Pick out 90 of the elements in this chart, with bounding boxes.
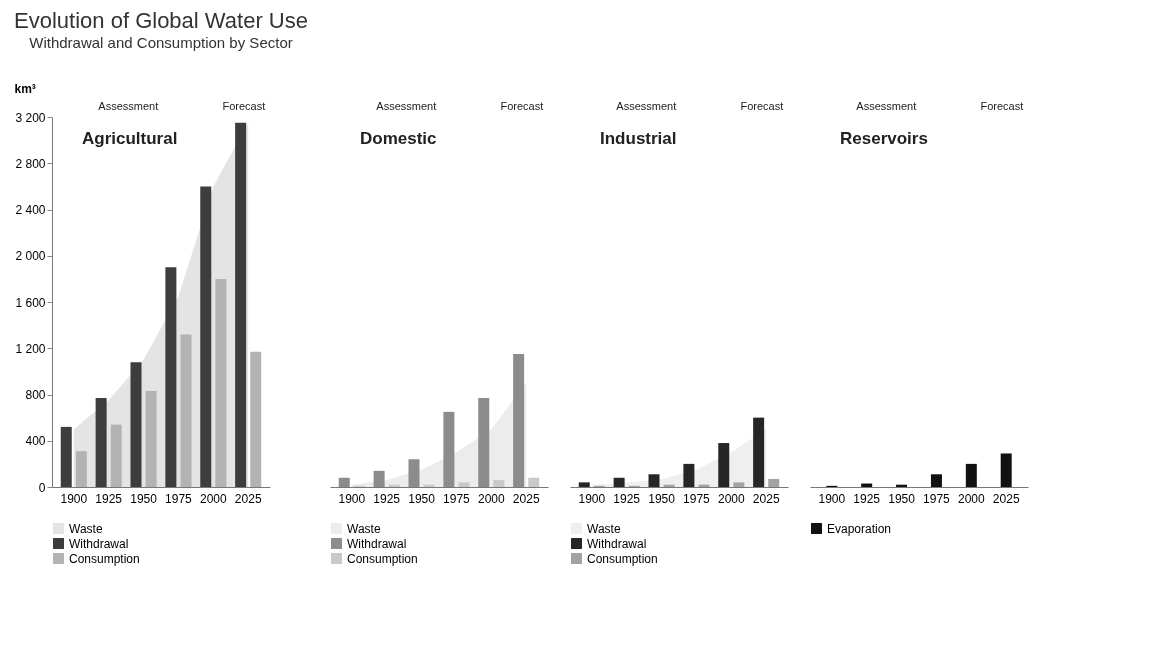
x-tick-label: 2025 <box>992 491 1020 506</box>
x-tick-label: 1925 <box>613 491 641 506</box>
x-tick-label: 1925 <box>853 491 881 506</box>
bar <box>528 477 540 487</box>
y-tick-label: 2 800 <box>15 156 46 171</box>
bar <box>718 443 730 487</box>
bar <box>408 459 420 487</box>
bar <box>753 417 765 487</box>
y-tick-label: 0 <box>38 480 46 495</box>
legend-label: Consumption <box>69 551 140 566</box>
chart-subtitle: Withdrawal and Consumption by Sector <box>29 34 293 51</box>
bar <box>458 482 470 487</box>
legend-label: Evaporation <box>827 521 892 536</box>
x-tick-label: 2000 <box>199 491 227 506</box>
x-tick-label: 1900 <box>578 491 606 506</box>
y-tick-label: 800 <box>25 388 46 402</box>
bar <box>95 397 107 487</box>
x-tick-label: 2025 <box>234 491 262 506</box>
bar <box>733 482 745 487</box>
bar <box>250 351 262 487</box>
x-tick-label: 2025 <box>752 491 780 506</box>
legend-label: Waste <box>69 521 103 536</box>
x-tick-label: 1975 <box>683 491 711 506</box>
y-tick-label: 1 600 <box>15 295 46 310</box>
x-tick-label: 1950 <box>648 491 676 506</box>
y-tick-label: 3 200 <box>15 110 46 125</box>
x-tick-label: 2000 <box>717 491 745 506</box>
x-tick-label: 1900 <box>60 491 88 506</box>
annotation: Domestic <box>360 129 437 148</box>
bar <box>1000 453 1012 487</box>
x-tick-label: 2000 <box>477 491 505 506</box>
bar <box>75 451 87 487</box>
x-tick-label: 2025 <box>512 491 540 506</box>
bar <box>235 122 247 487</box>
x-tick-label: 1950 <box>408 491 436 506</box>
x-tick-label: 1900 <box>338 491 366 506</box>
legend-label: Consumption <box>347 551 418 566</box>
text: Assessment <box>616 100 677 112</box>
y-tick-label: 2 000 <box>15 249 46 264</box>
legend-label: Consumption <box>587 551 658 566</box>
bar <box>768 478 780 487</box>
x-tick-label: 1950 <box>130 491 158 506</box>
text: Forecast <box>740 100 784 112</box>
bar <box>478 397 490 487</box>
bar <box>130 362 142 487</box>
bar <box>648 474 660 487</box>
text: Assessment <box>376 100 437 112</box>
bar <box>110 424 122 487</box>
annotation: Agricultural <box>82 129 178 148</box>
text: Forecast <box>500 100 544 112</box>
bar <box>165 267 177 487</box>
x-tick-label: 1975 <box>165 491 193 506</box>
text: Assessment <box>98 100 159 112</box>
annotation: Industrial <box>600 129 677 148</box>
legend-label: Withdrawal <box>69 536 129 551</box>
bar <box>683 463 695 487</box>
x-tick-label: 1950 <box>888 491 916 506</box>
bar <box>145 391 157 487</box>
bar <box>60 426 72 487</box>
legend-label: Waste <box>587 521 621 536</box>
chart-title: Evolution of Global Water Use <box>14 8 308 33</box>
bar <box>443 411 455 487</box>
legend-label: Waste <box>347 521 381 536</box>
bar <box>338 477 350 487</box>
bar <box>180 334 192 487</box>
bar <box>930 474 942 487</box>
text: Forecast <box>980 100 1024 112</box>
x-tick-label: 1925 <box>373 491 401 506</box>
bar <box>513 354 525 487</box>
x-tick-label: 1900 <box>818 491 846 506</box>
bar <box>200 186 212 487</box>
bar <box>373 470 385 487</box>
bar <box>578 482 590 487</box>
legend-label: Withdrawal <box>587 536 647 551</box>
legend-label: Withdrawal <box>347 536 407 551</box>
text: Assessment <box>856 100 917 112</box>
x-tick-label: 1925 <box>95 491 123 506</box>
y-axis-title: km³ <box>14 81 36 96</box>
bar <box>215 278 227 487</box>
y-tick-label: 1 200 <box>15 341 46 356</box>
x-tick-label: 2000 <box>957 491 985 506</box>
x-tick-label: 1975 <box>443 491 471 506</box>
y-tick-label: 400 <box>25 434 46 449</box>
x-tick-label: 1975 <box>923 491 951 506</box>
annotation: Reservoirs <box>840 129 928 148</box>
text: Forecast <box>222 100 266 112</box>
bar <box>493 480 505 487</box>
y-tick-label: 2 400 <box>15 203 46 217</box>
bar <box>965 463 977 487</box>
bar <box>613 477 625 487</box>
